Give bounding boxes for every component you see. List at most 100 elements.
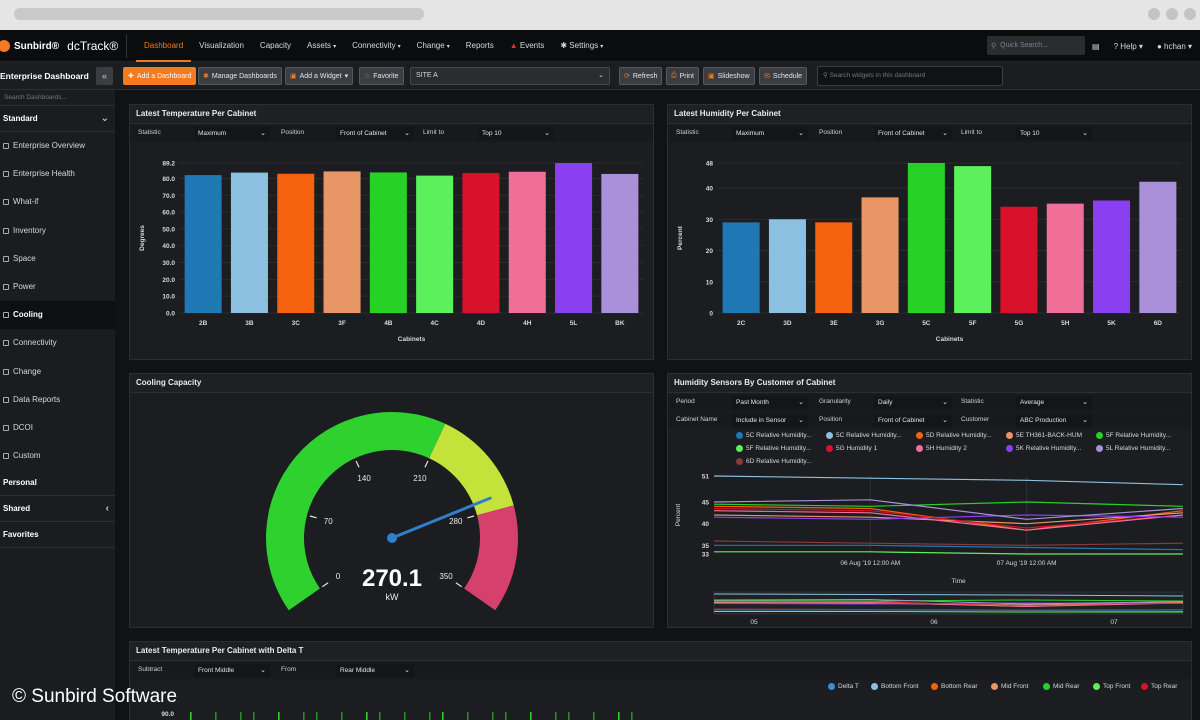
granularity-select[interactable]: Daily ⌄: [874, 396, 952, 409]
legend-item[interactable]: 5F Relative Humidity...: [1096, 432, 1171, 439]
widget-search-input[interactable]: ⚲ Search widgets in this dashboard: [817, 66, 1003, 86]
limit-select[interactable]: Top 10 ⌄: [1016, 127, 1092, 140]
bar-3D[interactable]: [768, 219, 806, 313]
period-select[interactable]: Past Month ⌄: [732, 396, 808, 409]
from-select[interactable]: Rear Middle ⌄: [336, 664, 414, 677]
legend-item[interactable]: 5L Relative Humidity...: [1096, 445, 1170, 452]
window-dot-icon[interactable]: [1148, 8, 1160, 20]
series-line-4[interactable]: [713, 501, 1184, 507]
sidebar-group-personal[interactable]: Personal: [0, 470, 115, 497]
widget-header[interactable]: [130, 105, 653, 124]
sidebar-item-connectivity[interactable]: Connectivity: [0, 329, 115, 357]
statistic-select[interactable]: Maximum ⌄: [194, 127, 270, 140]
bar-4B[interactable]: [369, 172, 407, 313]
nav-item-events[interactable]: ▲ Events: [502, 30, 553, 62]
slideshow-button[interactable]: ▣ Slideshow: [703, 67, 755, 85]
bar-3B[interactable]: [230, 172, 268, 313]
brand-logo[interactable]: Sunbird® dcTrack®: [0, 30, 118, 62]
sidebar-group-favorites[interactable]: Favorites: [0, 522, 115, 549]
help-menu[interactable]: ? Help ▾: [1113, 41, 1143, 51]
nav-item-reports[interactable]: Reports: [458, 30, 502, 62]
legend-item[interactable]: 5G Humidity 1: [826, 445, 877, 452]
sidebar-item-what-if[interactable]: What-if: [0, 188, 115, 216]
refresh-button[interactable]: ⟳ Refresh: [619, 67, 663, 85]
nav-item-connectivity[interactable]: Connectivity ▾: [344, 30, 409, 62]
legend-item[interactable]: Mid Rear: [1043, 683, 1079, 690]
window-dot-icon[interactable]: [1184, 8, 1196, 20]
statistic-select[interactable]: Maximum ⌄: [732, 127, 808, 140]
bar-4D[interactable]: [462, 173, 500, 313]
series-line-3[interactable]: [713, 512, 1184, 525]
position-select[interactable]: Front of Cabinet ⌄: [874, 414, 952, 427]
address-bar[interactable]: [14, 8, 424, 20]
cabinet-name-select[interactable]: Include in Sensor ⌄: [732, 414, 808, 427]
bar-3E[interactable]: [815, 222, 853, 313]
bar-5C[interactable]: [907, 163, 945, 313]
legend-item[interactable]: 5H Humidity 2: [916, 445, 967, 452]
bar-4H[interactable]: [508, 171, 546, 313]
bar-2B[interactable]: [184, 175, 222, 313]
bar-5H[interactable]: [1046, 203, 1084, 313]
legend-item[interactable]: 6D Relative Humidity...: [736, 458, 812, 465]
add-widget-button[interactable]: ▣ Add a Widget ▾: [285, 67, 354, 85]
legend-item[interactable]: Top Front: [1093, 683, 1130, 690]
sidebar-item-custom[interactable]: Custom: [0, 442, 115, 470]
legend-item[interactable]: 5D Relative Humidity...: [916, 432, 992, 439]
legend-item[interactable]: 5C Relative Humidity...: [826, 432, 902, 439]
site-select[interactable]: SITE A ⌄: [410, 67, 610, 85]
widget-header[interactable]: [130, 642, 1191, 661]
bar-3F[interactable]: [323, 171, 361, 313]
sidebar-item-power[interactable]: Power: [0, 273, 115, 301]
widget-header[interactable]: [668, 374, 1191, 393]
sidebar-item-change[interactable]: Change: [0, 358, 115, 386]
widget-header[interactable]: [668, 105, 1191, 124]
widget-header[interactable]: [130, 374, 653, 393]
series-line-5[interactable]: [714, 551, 1183, 555]
sidebar-item-dcoi[interactable]: DCOI: [0, 414, 115, 442]
bar-5L[interactable]: [555, 163, 593, 313]
sidebar-item-data-reports[interactable]: Data Reports: [0, 386, 115, 414]
collapse-sidebar-button[interactable]: «: [96, 67, 113, 85]
bar-3G[interactable]: [861, 197, 899, 313]
legend-item[interactable]: 5C Relative Humidity...: [736, 432, 812, 439]
legend-item[interactable]: Mid Front: [991, 683, 1028, 690]
user-menu[interactable]: ● hchan ▾: [1156, 41, 1193, 51]
bar-5F[interactable]: [954, 166, 992, 313]
dashboard-search-input[interactable]: Search Dashboards...: [0, 90, 115, 106]
favorite-button[interactable]: ☆ Favorite: [359, 67, 404, 85]
bar-5K[interactable]: [1093, 200, 1131, 314]
calendar-icon[interactable]: ▤: [1092, 41, 1100, 51]
limit-select[interactable]: Top 10 ⌄: [478, 127, 554, 140]
nav-item-change[interactable]: Change ▾: [409, 30, 458, 62]
nav-item-settings[interactable]: ✱ Settings ▾: [552, 30, 611, 62]
bar-4C[interactable]: [416, 175, 454, 313]
bar-BK[interactable]: [601, 173, 639, 313]
sidebar-item-enterprise-health[interactable]: Enterprise Health: [0, 160, 115, 188]
position-select[interactable]: Front of Cabinet ⌄: [874, 127, 952, 140]
series-line-1[interactable]: [713, 475, 1184, 486]
bar-3C[interactable]: [277, 173, 315, 313]
series-line-10[interactable]: [713, 540, 1184, 546]
position-select[interactable]: Front of Cabinet ⌄: [336, 127, 414, 140]
nav-item-visualization[interactable]: Visualization: [191, 30, 252, 62]
sidebar-item-inventory[interactable]: Inventory: [0, 217, 115, 245]
series-line-0[interactable]: [714, 544, 1184, 551]
legend-item[interactable]: 5K Relative Humidity...: [1006, 445, 1081, 452]
schedule-button[interactable]: ✉ Schedule: [759, 67, 808, 85]
legend-item[interactable]: 5E TH361-BACK-HUM: [1006, 432, 1082, 439]
series-line-8[interactable]: [713, 514, 1184, 520]
series-line-6[interactable]: [713, 507, 1184, 529]
sidebar-group-standard[interactable]: Standard ⌄: [0, 106, 115, 132]
customer-select[interactable]: ABC Production ⌄: [1016, 414, 1092, 427]
print-button[interactable]: ⎙ Print: [666, 67, 700, 85]
legend-item[interactable]: 5F Relative Humidity...: [736, 445, 811, 452]
series-line-9[interactable]: [713, 499, 1184, 520]
add-dashboard-button[interactable]: ✚ Add a Dashboard: [123, 67, 197, 85]
window-dot-icon[interactable]: [1166, 8, 1178, 20]
nav-item-assets[interactable]: Assets ▾: [299, 30, 344, 62]
subtract-select[interactable]: Front Middle ⌄: [194, 664, 270, 677]
nav-item-dashboard[interactable]: Dashboard: [136, 30, 192, 62]
bar-5G[interactable]: [1000, 206, 1038, 313]
sidebar-item-cooling[interactable]: Cooling: [0, 301, 115, 330]
sidebar-item-space[interactable]: Space: [0, 245, 115, 273]
